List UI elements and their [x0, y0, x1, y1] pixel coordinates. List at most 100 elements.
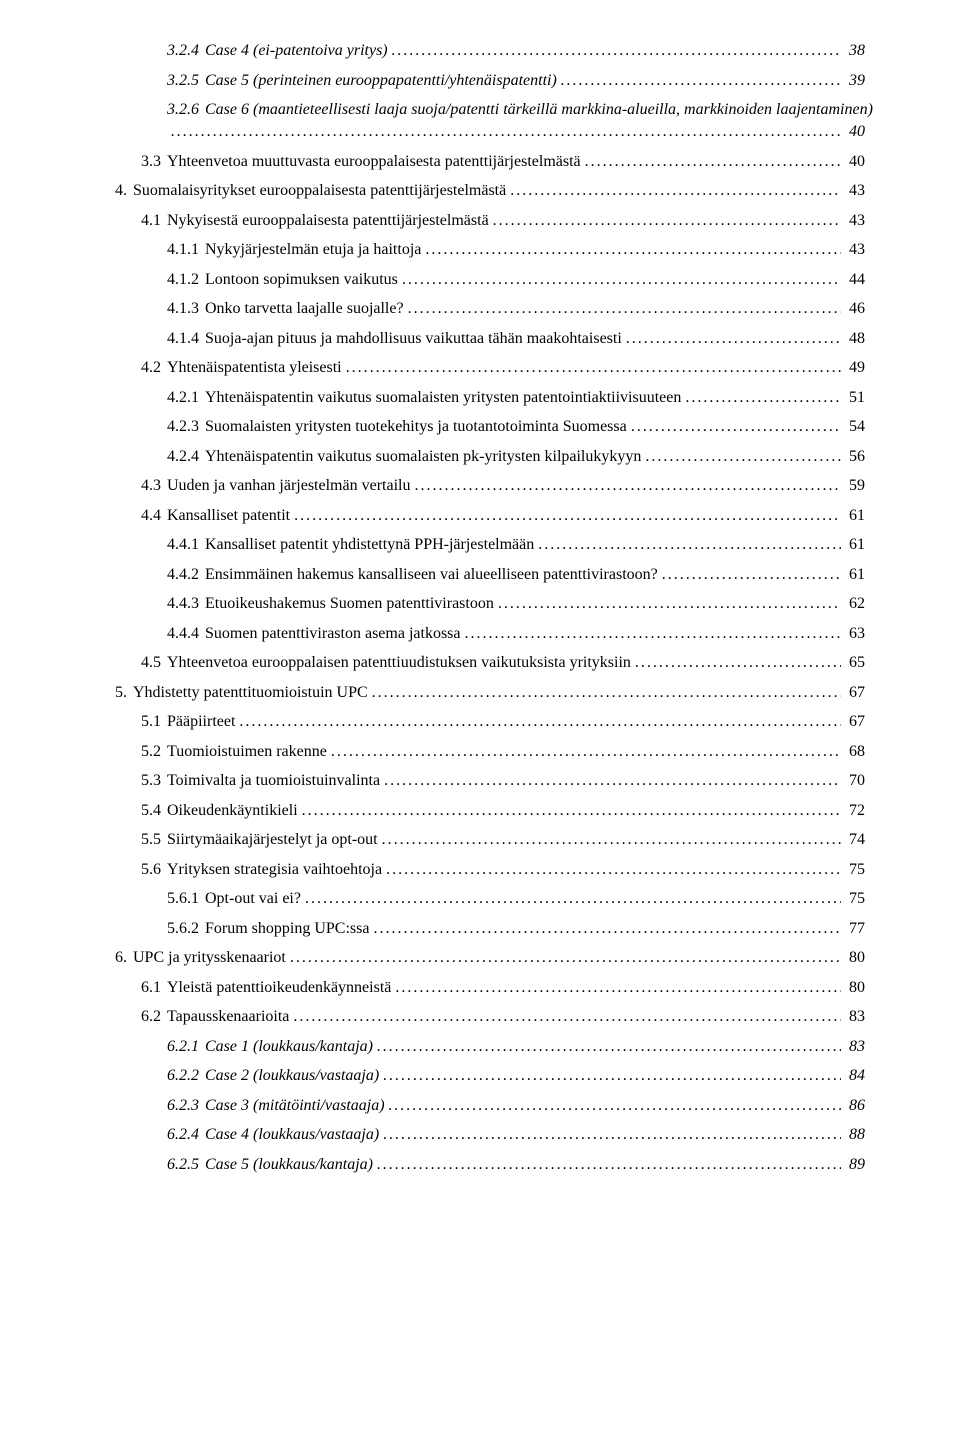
- toc-entry: 4.1.4Suoja-ajan pituus ja mahdollisuus v…: [115, 330, 865, 348]
- toc-title: Suomalaisten yritysten tuotekehitys ja t…: [205, 418, 627, 436]
- toc-title: Opt-out vai ei?: [205, 890, 301, 908]
- toc-entry: 6.1Yleistä patenttioikeudenkäynneistä80: [115, 979, 865, 997]
- toc-leader: [286, 949, 841, 967]
- toc-leader: [373, 1156, 841, 1174]
- toc-entry: 4.4.3Etuoikeushakemus Suomen patenttivir…: [115, 595, 865, 613]
- toc-leader: [380, 772, 841, 790]
- toc-leader: [373, 1038, 841, 1056]
- toc-number: 6.: [115, 949, 133, 967]
- toc-title: Suomen patenttiviraston asema jatkossa: [205, 625, 461, 643]
- toc-title: Tuomioistuimen rakenne: [167, 743, 327, 761]
- toc-entry: 6.2.1Case 1 (loukkaus/kantaja)83: [115, 1038, 865, 1056]
- toc-number: 3.2.6: [167, 101, 205, 119]
- toc-entry: 4.4.1Kansalliset patentit yhdistettynä P…: [115, 536, 865, 554]
- toc-page: 62: [841, 595, 865, 613]
- toc-entry: 4.Suomalaisyritykset eurooppalaisesta pa…: [115, 182, 865, 200]
- toc-leader: [489, 212, 841, 230]
- toc-entry: 5.Yhdistetty patenttituomioistuin UPC67: [115, 684, 865, 702]
- toc-page: 72: [841, 802, 865, 820]
- toc-number: 4.: [115, 182, 133, 200]
- toc-leader: [557, 72, 841, 90]
- toc-entry: 5.6.1Opt-out vai ei?75: [115, 890, 865, 908]
- toc-title: Kansalliset patentit: [167, 507, 290, 525]
- toc-number: 4.2.3: [167, 418, 205, 436]
- toc-number: 6.2.5: [167, 1156, 205, 1174]
- toc-number: 4.4: [141, 507, 167, 525]
- toc-leader: [461, 625, 842, 643]
- toc-entry: 6.2.2Case 2 (loukkaus/vastaaja)84: [115, 1067, 865, 1085]
- toc-page: 88: [841, 1126, 865, 1144]
- toc-number: 6.2.4: [167, 1126, 205, 1144]
- toc-page: 51: [841, 389, 865, 407]
- toc-title: Case 5 (perinteinen eurooppapatentti/yht…: [205, 72, 557, 90]
- toc-entry: 4.4Kansalliset patentit 61: [115, 507, 865, 525]
- toc-number: 6.1: [141, 979, 167, 997]
- toc-leader: [410, 477, 841, 495]
- toc-number: 6.2.2: [167, 1067, 205, 1085]
- toc-entry: 5.1Pääpiirteet67: [115, 713, 865, 731]
- toc-leader: [235, 713, 841, 731]
- toc-page: 49: [841, 359, 865, 377]
- toc-title: Suoja-ajan pituus ja mahdollisuus vaikut…: [205, 330, 622, 348]
- toc-entry: 5.5Siirtymäaikajärjestelyt ja opt-out74: [115, 831, 865, 849]
- toc-title: Etuoikeushakemus Suomen patenttivirastoo…: [205, 595, 494, 613]
- toc-page: 77: [841, 920, 865, 938]
- toc-page: 67: [841, 684, 865, 702]
- toc-title: Case 4 (ei-patentoiva yritys): [205, 42, 388, 60]
- toc-title: Case 4 (loukkaus/vastaaja): [205, 1126, 379, 1144]
- toc-entry: 5.3Toimivalta ja tuomioistuinvalinta70: [115, 772, 865, 790]
- toc-page: 84: [841, 1067, 865, 1085]
- toc-page: 67: [841, 713, 865, 731]
- toc-page: 83: [841, 1008, 865, 1026]
- toc-leader: [289, 1008, 841, 1026]
- toc-page: 61: [841, 507, 865, 525]
- toc-number: 4.3: [141, 477, 167, 495]
- toc-entry: 4.1.1Nykyjärjestelmän etuja ja haittoja4…: [115, 241, 865, 259]
- toc-entry: 4.4.4Suomen patenttiviraston asema jatko…: [115, 625, 865, 643]
- toc-entry: 5.6Yrityksen strategisia vaihtoehtoja75: [115, 861, 865, 879]
- toc-page: 80: [841, 979, 865, 997]
- toc-leader: [391, 979, 841, 997]
- toc-title: Lontoon sopimuksen vaikutus: [205, 271, 398, 289]
- toc-entry: 4.1.3Onko tarvetta laajalle suojalle?46: [115, 300, 865, 318]
- toc-page: 43: [841, 212, 865, 230]
- toc-leader: [631, 654, 841, 672]
- toc-title: Yhtenäispatentin vaikutus suomalaisten p…: [205, 448, 641, 466]
- toc-title: Case 5 (loukkaus/kantaja): [205, 1156, 373, 1174]
- toc-page: 43: [841, 241, 865, 259]
- toc-leader: [368, 684, 841, 702]
- table-of-contents: 3.2.4Case 4 (ei-patentoiva yritys)383.2.…: [115, 42, 865, 1174]
- toc-leader: [581, 153, 841, 171]
- toc-entry: 5.6.2Forum shopping UPC:ssa77: [115, 920, 865, 938]
- toc-title: Suomalaisyritykset eurooppalaisesta pate…: [133, 182, 506, 200]
- toc-leader: [298, 802, 841, 820]
- toc-number: 4.1.4: [167, 330, 205, 348]
- toc-title: Nykyjärjestelmän etuja ja haittoja: [205, 241, 421, 259]
- toc-leader: [681, 389, 841, 407]
- toc-leader: [506, 182, 841, 200]
- toc-entry: 6.2.5Case 5 (loukkaus/kantaja)89: [115, 1156, 865, 1174]
- toc-number: 5.3: [141, 772, 167, 790]
- toc-leader: [622, 330, 841, 348]
- toc-leader: [398, 271, 841, 289]
- toc-entry: 4.2.4Yhtenäispatentin vaikutus suomalais…: [115, 448, 865, 466]
- toc-title: Yhteenvetoa muuttuvasta eurooppalaisesta…: [167, 153, 581, 171]
- toc-leader: [290, 507, 841, 525]
- toc-number: 5.: [115, 684, 133, 702]
- toc-title: Uuden ja vanhan järjestelmän vertailu: [167, 477, 410, 495]
- toc-entry: 4.3Uuden ja vanhan järjestelmän vertailu…: [115, 477, 865, 495]
- toc-leader: [627, 418, 841, 436]
- toc-number: 4.1.2: [167, 271, 205, 289]
- toc-number: 3.3: [141, 153, 167, 171]
- toc-leader: [658, 566, 841, 584]
- toc-number: 4.2.4: [167, 448, 205, 466]
- toc-leader: [167, 123, 841, 141]
- toc-title: Kansalliset patentit yhdistettynä PPH-jä…: [205, 536, 534, 554]
- toc-title: Onko tarvetta laajalle suojalle?: [205, 300, 404, 318]
- toc-page: 39: [841, 72, 865, 90]
- toc-entry: 6.2.3Case 3 (mitätöinti/vastaaja)86: [115, 1097, 865, 1115]
- toc-number: 4.4.3: [167, 595, 205, 613]
- toc-title: Pääpiirteet: [167, 713, 235, 731]
- toc-leader: [379, 1067, 841, 1085]
- toc-leader: [385, 1097, 841, 1115]
